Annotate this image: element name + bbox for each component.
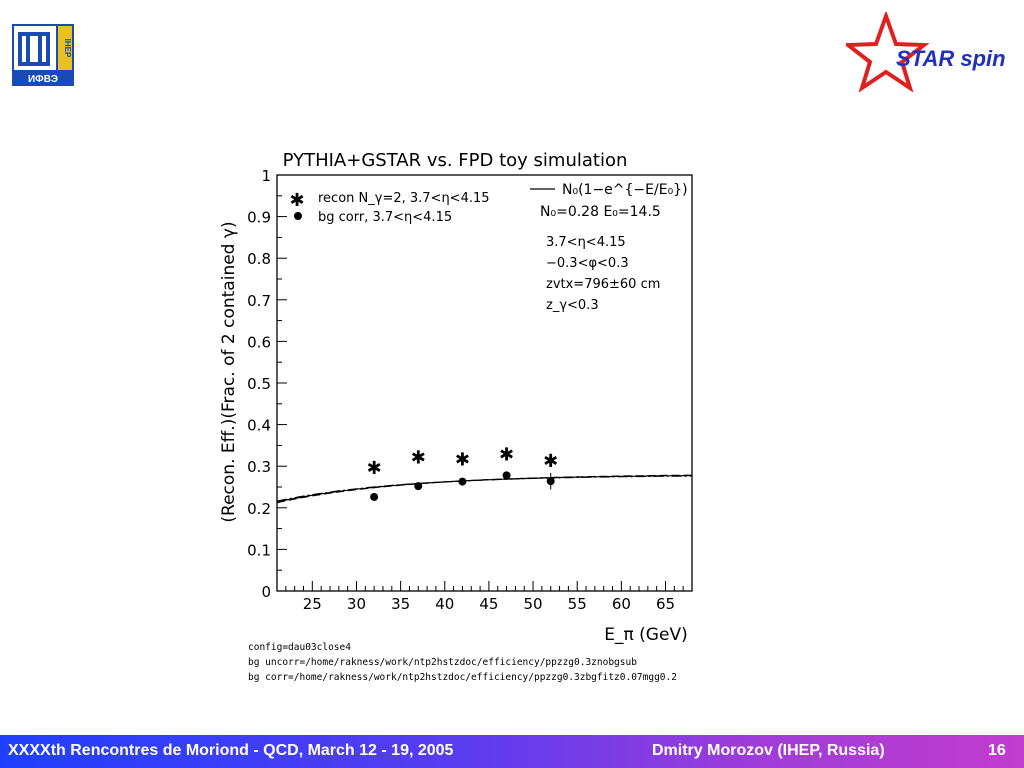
y-tick-label: 0.1	[247, 541, 271, 559]
x-tick-label: 55	[568, 595, 587, 613]
x-tick-label: 65	[656, 595, 675, 613]
x-tick-label: 25	[303, 595, 322, 613]
data-point-star: ✱	[499, 444, 514, 465]
data-point-circle	[414, 482, 423, 491]
x-tick-label: 35	[391, 595, 410, 613]
page-number: 16	[988, 742, 1006, 759]
y-tick-label: 1	[261, 167, 271, 185]
cut-zgamma: z_γ<0.3	[546, 298, 599, 313]
plot-frame	[276, 174, 693, 592]
data-series: ✱ ✱ ✱ ✱ ✱	[367, 444, 558, 501]
fit-curve-dashdot	[276, 475, 693, 502]
y-tick-label: 0.7	[247, 292, 271, 310]
data-point-star: ✱	[543, 451, 558, 472]
y-tick-label: 0	[261, 583, 271, 601]
ihep-logo-side-text: IHEP	[63, 39, 72, 58]
data-point-circle	[546, 477, 555, 486]
cut-phi: −0.3<φ<0.3	[546, 256, 629, 271]
slide-footer: XXXXth Rencontres de Moriond - QCD, Marc…	[0, 735, 1024, 768]
config-note-line: bg uncorr=/home/rakness/work/ntp2hstzdoc…	[248, 657, 637, 668]
star-spin-logo: STAR spin	[846, 12, 1006, 92]
footer-author: Dmitry Morozov (IHEP, Russia)	[652, 742, 885, 759]
y-tick-label: 0.5	[247, 375, 271, 393]
cut-eta: 3.7<η<4.15	[546, 235, 626, 250]
legend-circle-icon	[294, 212, 302, 220]
data-point-circle	[502, 471, 511, 480]
chart-title: PYTHIA+GSTAR vs. FPD toy simulation	[283, 150, 628, 171]
data-point-star: ✱	[455, 450, 470, 471]
y-tick-label: 0.3	[247, 458, 271, 476]
legend-series-1-label: recon N_γ=2, 3.7<η<4.15	[318, 191, 490, 206]
footer-conference: XXXXth Rencontres de Moriond - QCD, Marc…	[8, 742, 454, 759]
y-tick-label: 0.2	[247, 500, 271, 518]
star-icon	[846, 12, 930, 92]
data-point-star: ✱	[367, 458, 382, 479]
x-tick-label: 60	[612, 595, 631, 613]
legend-series-2-label: bg corr, 3.7<η<4.15	[318, 210, 452, 225]
x-tick-label: 45	[479, 595, 498, 613]
x-tick-label: 30	[347, 595, 366, 613]
y-tick-label: 0.6	[247, 333, 271, 351]
fit-formula: N₀(1−e^{−E/E₀})	[562, 182, 688, 198]
ihep-logo: IHEP ИФВЭ	[12, 24, 74, 86]
y-tick-label: 0.4	[247, 417, 271, 435]
fit-curve-dashed	[276, 474, 692, 504]
config-notes: config=dau03close4 bg uncorr=/home/rakne…	[248, 640, 677, 685]
y-axis-ticks: 0 0.1 0.2 0.3 0.4 0.5 0.6 0.7 0.8 0.9 1	[247, 167, 287, 601]
legend: ✱ recon N_γ=2, 3.7<η<4.15 bg corr, 3.7<η…	[289, 182, 687, 225]
fit-curves	[276, 474, 693, 504]
cut-zvtx: zvtx=796±60 cm	[546, 277, 660, 292]
data-point-circle	[458, 477, 467, 486]
x-tick-label: 50	[524, 595, 543, 613]
x-axis-ticks: 25 30 35 40 45 50 55 60 65	[276, 581, 693, 613]
star-spin-text: STAR spin	[896, 46, 1006, 71]
ihep-logo-text: ИФВЭ	[28, 74, 58, 85]
y-axis-label: (Recon. Eff.)(Frac. of 2 contained γ)	[219, 221, 239, 522]
data-point-circle	[370, 492, 379, 501]
config-note-line: bg corr=/home/rakness/work/ntp2hstzdoc/e…	[248, 672, 677, 683]
x-tick-label: 40	[435, 595, 454, 613]
config-note-line: config=dau03close4	[248, 642, 351, 653]
cuts-annotation: 3.7<η<4.15 −0.3<φ<0.3 zvtx=796±60 cm z_γ…	[546, 235, 660, 313]
y-tick-label: 0.8	[247, 250, 271, 268]
x-axis-label: E_π (GeV)	[604, 625, 687, 645]
fit-parameters: N₀=0.28 E₀=14.5	[540, 204, 661, 220]
efficiency-chart: PYTHIA+GSTAR vs. FPD toy simulation 0 0.1…	[219, 150, 693, 645]
data-point-star: ✱	[411, 448, 426, 469]
legend-star-icon: ✱	[289, 190, 304, 211]
y-tick-label: 0.9	[247, 209, 271, 227]
